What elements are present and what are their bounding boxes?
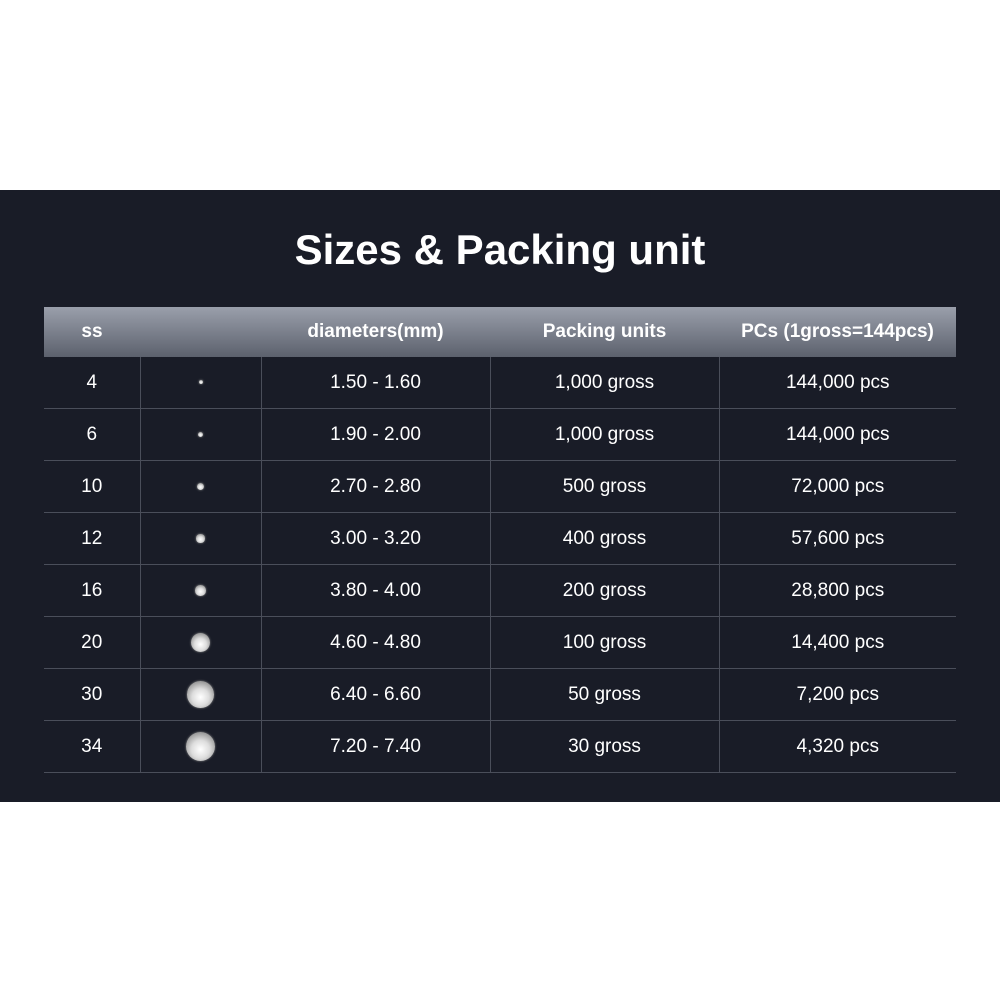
table-row: 20 4.60 - 4.80 100 gross 14,400 pcs bbox=[44, 616, 956, 669]
header-packing: Packing units bbox=[490, 307, 719, 357]
gem-cell bbox=[139, 460, 261, 513]
rhinestone-icon bbox=[196, 482, 205, 491]
table-header: ss diameters(mm) Packing units PCs (1gro… bbox=[44, 307, 956, 357]
diameter-cell: 4.60 - 4.80 bbox=[260, 616, 490, 669]
diameter-cell: 2.70 - 2.80 bbox=[260, 460, 490, 513]
header-image bbox=[140, 307, 261, 357]
pcs-cell: 144,000 pcs bbox=[718, 408, 956, 461]
gem-cell bbox=[139, 668, 261, 721]
header-diameter: diameters(mm) bbox=[261, 307, 490, 357]
diameter-cell: 6.40 - 6.60 bbox=[260, 668, 490, 721]
rhinestone-icon bbox=[197, 431, 204, 438]
ss-cell: 30 bbox=[44, 668, 140, 721]
gem-cell bbox=[139, 616, 261, 669]
packing-cell: 1,000 gross bbox=[489, 408, 719, 461]
packing-cell: 1,000 gross bbox=[489, 357, 719, 409]
ss-cell: 10 bbox=[44, 460, 140, 513]
gem-cell bbox=[139, 564, 261, 617]
sizes-table: ss diameters(mm) Packing units PCs (1gro… bbox=[44, 307, 956, 773]
pcs-cell: 7,200 pcs bbox=[718, 668, 956, 721]
table-row: 34 7.20 - 7.40 30 gross 4,320 pcs bbox=[44, 720, 956, 773]
page-title: Sizes & Packing unit bbox=[294, 226, 706, 273]
gem-cell bbox=[139, 357, 261, 409]
packing-cell: 500 gross bbox=[489, 460, 719, 513]
diameter-cell: 1.50 - 1.60 bbox=[260, 357, 490, 409]
pcs-cell: 4,320 pcs bbox=[718, 720, 956, 773]
diameter-cell: 1.90 - 2.00 bbox=[260, 408, 490, 461]
packing-cell: 200 gross bbox=[489, 564, 719, 617]
rhinestone-icon bbox=[190, 632, 211, 653]
pcs-cell: 144,000 pcs bbox=[718, 357, 956, 409]
diameter-cell: 3.00 - 3.20 bbox=[260, 512, 490, 565]
ss-cell: 12 bbox=[44, 512, 140, 565]
pcs-cell: 72,000 pcs bbox=[718, 460, 956, 513]
rhinestone-icon bbox=[185, 731, 216, 762]
packing-cell: 50 gross bbox=[489, 668, 719, 721]
pcs-cell: 28,800 pcs bbox=[718, 564, 956, 617]
ss-cell: 16 bbox=[44, 564, 140, 617]
pcs-cell: 57,600 pcs bbox=[718, 512, 956, 565]
pcs-cell: 14,400 pcs bbox=[718, 616, 956, 669]
ss-cell: 4 bbox=[44, 357, 140, 409]
rhinestone-icon bbox=[195, 585, 206, 596]
gem-cell bbox=[139, 720, 261, 773]
ss-cell: 6 bbox=[44, 408, 140, 461]
rhinestone-icon bbox=[198, 380, 203, 385]
gem-cell bbox=[139, 408, 261, 461]
table-row: 30 6.40 - 6.60 50 gross 7,200 pcs bbox=[44, 668, 956, 721]
rhinestone-icon bbox=[187, 681, 214, 708]
header-pcs: PCs (1gross=144pcs) bbox=[719, 307, 956, 357]
ss-cell: 34 bbox=[44, 720, 140, 773]
ss-cell: 20 bbox=[44, 616, 140, 669]
packing-cell: 30 gross bbox=[489, 720, 719, 773]
packing-cell: 400 gross bbox=[489, 512, 719, 565]
table-row: 12 3.00 - 3.20 400 gross 57,600 pcs bbox=[44, 512, 956, 565]
rhinestone-icon bbox=[196, 534, 205, 543]
gem-cell bbox=[139, 512, 261, 565]
table-row: 10 2.70 - 2.80 500 gross 72,000 pcs bbox=[44, 460, 956, 513]
diameter-cell: 7.20 - 7.40 bbox=[260, 720, 490, 773]
table-row: 4 1.50 - 1.60 1,000 gross 144,000 pcs bbox=[44, 357, 956, 409]
table-row: 16 3.80 - 4.00 200 gross 28,800 pcs bbox=[44, 564, 956, 617]
packing-cell: 100 gross bbox=[489, 616, 719, 669]
table-row: 6 1.90 - 2.00 1,000 gross 144,000 pcs bbox=[44, 408, 956, 461]
diameter-cell: 3.80 - 4.00 bbox=[260, 564, 490, 617]
header-ss: ss bbox=[44, 307, 140, 357]
